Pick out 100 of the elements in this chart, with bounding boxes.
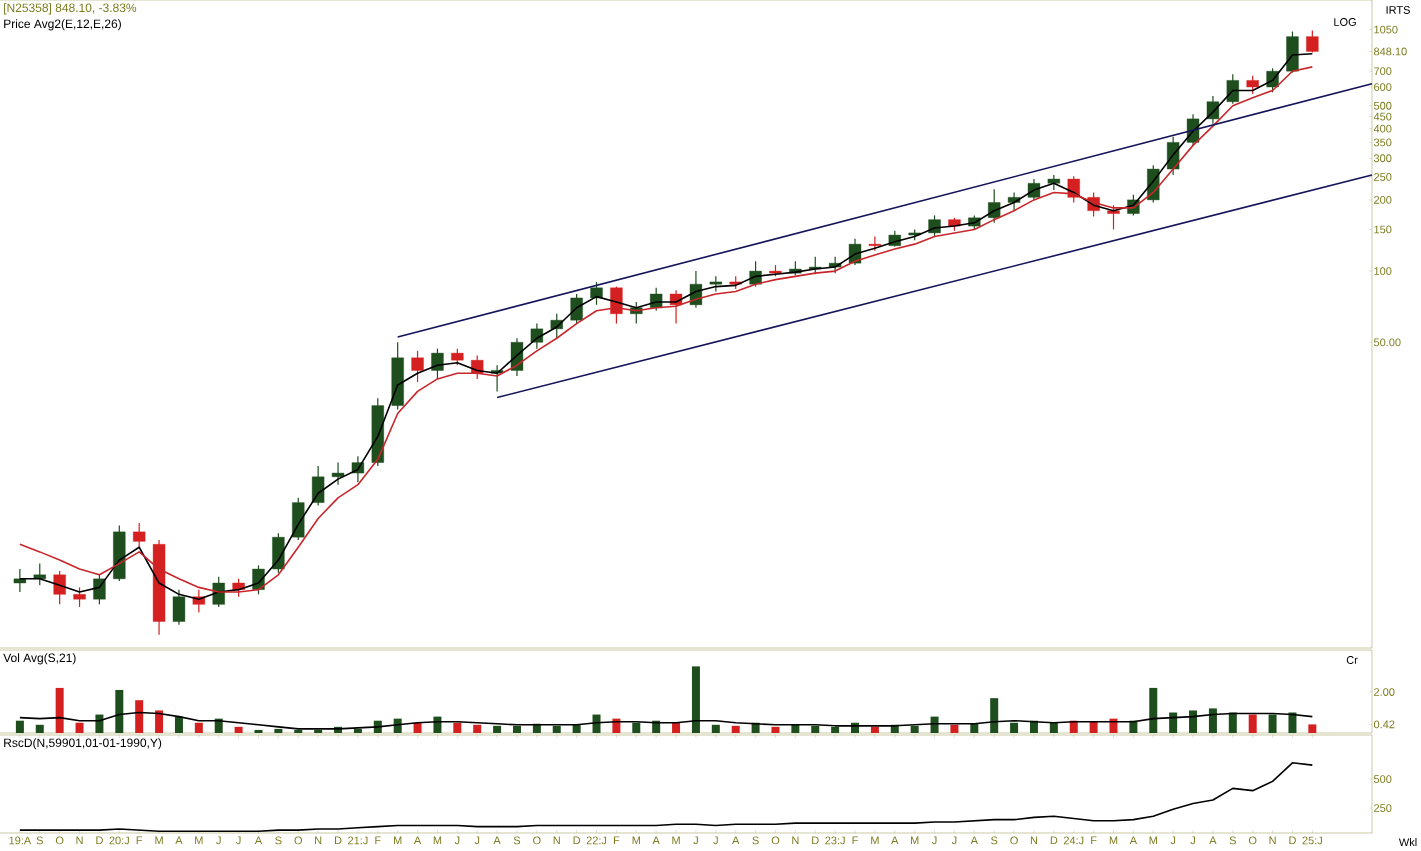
y-tick-label: 848.10 xyxy=(1374,47,1407,56)
x-tick-label: M xyxy=(632,836,640,845)
x-tick-label: J xyxy=(454,836,460,845)
x-tick-label: M xyxy=(1149,836,1157,845)
bar xyxy=(1189,710,1198,733)
x-tick-label: O xyxy=(294,836,303,845)
x-tick-label: J xyxy=(951,836,957,845)
x-tick-label: N xyxy=(315,836,322,845)
x-tick-label: J xyxy=(1190,836,1195,845)
x-tick-label: 25:J xyxy=(1302,836,1322,845)
x-tick-label: S xyxy=(36,836,43,845)
x-tick-label: S xyxy=(991,836,998,845)
x-tick-label: S xyxy=(513,836,521,845)
x-tick-label: A xyxy=(493,836,501,845)
bar xyxy=(1268,714,1277,733)
annotation: Cr xyxy=(1346,656,1358,664)
candlestick xyxy=(93,574,106,605)
x-tick-label: N xyxy=(1030,836,1038,845)
bar xyxy=(75,722,84,733)
chart-title: Vol Avg(S,21) xyxy=(3,653,76,665)
y-tick-label: 200 xyxy=(1374,196,1392,204)
y-tick-label: 0.42 xyxy=(1373,720,1395,729)
x-tick-label: 23:J xyxy=(825,836,845,845)
y-tick-label: 250 xyxy=(1374,804,1392,812)
bar xyxy=(1010,722,1019,733)
bar xyxy=(552,725,561,733)
bar xyxy=(870,726,879,733)
y-tick-label: 150 xyxy=(1374,225,1392,234)
candlestick xyxy=(570,293,583,325)
y-tick-label: 100 xyxy=(1374,267,1392,275)
bar xyxy=(990,698,999,733)
x-tick-label: S xyxy=(752,836,759,845)
bar xyxy=(194,722,203,733)
bar xyxy=(174,716,183,733)
bar xyxy=(811,725,820,733)
x-tick-label: J xyxy=(236,836,241,845)
bar xyxy=(413,722,422,733)
x-tick-label: M xyxy=(871,836,879,845)
text: IRTS xyxy=(1386,6,1410,14)
x-tick-label: 20:J xyxy=(109,836,129,845)
candlestick xyxy=(13,568,27,593)
x-tick-label: J xyxy=(216,836,221,845)
bar xyxy=(512,725,521,733)
x-tick-label: N xyxy=(553,836,560,845)
candlestick xyxy=(1226,73,1239,105)
text: Wkl xyxy=(1398,838,1417,846)
bar xyxy=(274,728,283,733)
candlestick xyxy=(1107,204,1120,231)
bar xyxy=(1149,687,1158,733)
y-tick-label: 300 xyxy=(1373,154,1392,163)
bar xyxy=(353,728,362,733)
x-tick-label: S xyxy=(275,836,282,845)
x-tick-label: N xyxy=(792,836,799,845)
bar xyxy=(135,700,144,733)
x-tick-label: F xyxy=(375,836,381,845)
x-tick-label: N xyxy=(1269,836,1276,845)
text: Price Avg2(E,12,E,26) xyxy=(4,19,121,31)
bar xyxy=(691,666,700,733)
bar xyxy=(1208,708,1217,733)
bar xyxy=(831,726,840,733)
x-tick-label: J xyxy=(713,836,718,845)
bar xyxy=(15,720,24,733)
bar xyxy=(254,729,263,733)
candlestick xyxy=(33,562,46,586)
x-tick-label: F xyxy=(1091,836,1097,845)
y-tick-label: 700 xyxy=(1374,67,1392,76)
x-tick-label: D xyxy=(96,836,103,845)
bar xyxy=(711,724,720,733)
bar xyxy=(1228,712,1237,733)
x-tick-label: A xyxy=(1209,836,1217,845)
bar xyxy=(1049,722,1058,733)
candlestick xyxy=(331,462,345,486)
bar xyxy=(632,722,641,733)
bar xyxy=(453,722,462,733)
bar xyxy=(672,722,681,733)
x-tick-label: D xyxy=(812,836,819,845)
x-tick-label: 22:J xyxy=(586,836,607,845)
bar xyxy=(910,725,919,733)
x-tick-label: M xyxy=(672,836,680,845)
x-tick-label: F xyxy=(852,836,858,845)
x-tick-label: 24:J xyxy=(1063,836,1084,845)
x-tick-label: M xyxy=(1109,836,1118,845)
candlestick xyxy=(868,235,882,252)
x-tick-label: A xyxy=(254,836,263,845)
bar xyxy=(294,729,303,733)
x-tick-label: A xyxy=(970,836,978,845)
y-tick-label: 2.00 xyxy=(1374,688,1395,696)
bar xyxy=(1169,712,1178,733)
candlestick xyxy=(431,348,444,380)
candlestick xyxy=(1246,75,1259,95)
x-tick-label: J xyxy=(931,836,937,845)
y-tick-label: 50.00 xyxy=(1373,338,1401,347)
x-tick-label: O xyxy=(1248,836,1257,845)
bar xyxy=(731,725,740,733)
candlestick xyxy=(1047,174,1061,191)
bar xyxy=(314,729,323,733)
x-tick-label: 21:J xyxy=(348,836,368,845)
x-tick-label: S xyxy=(1229,836,1236,845)
annotation: LOG xyxy=(1334,18,1356,26)
x-tick-label: A xyxy=(413,836,422,845)
